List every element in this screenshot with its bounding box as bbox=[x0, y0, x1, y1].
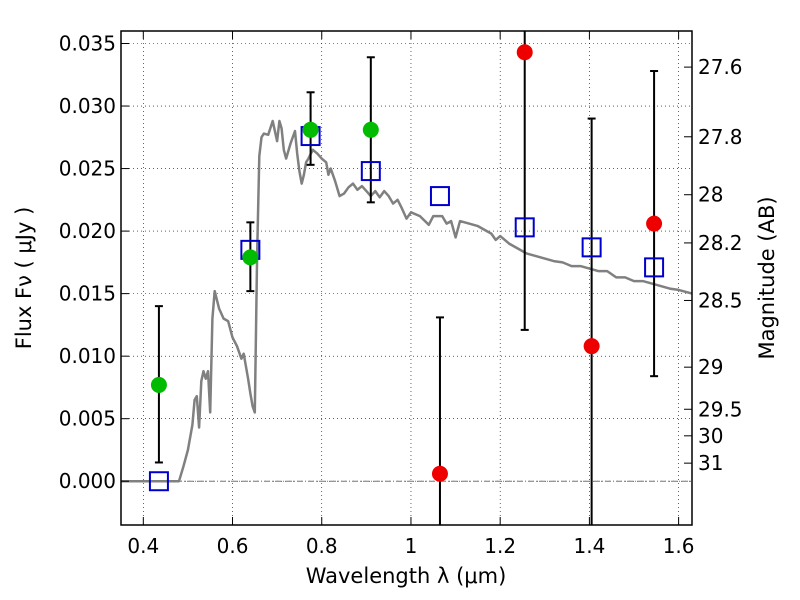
mag-tick-label: 27.6 bbox=[698, 55, 743, 79]
y-tick-label: 0.010 bbox=[59, 344, 116, 368]
y-axis-label-left: Flux Fν ( μJy ) bbox=[12, 207, 36, 350]
mag-tick-label: 28.5 bbox=[698, 288, 743, 312]
x-axis-label: Wavelength λ (μm) bbox=[306, 564, 507, 588]
y-tick-label: 0.030 bbox=[59, 94, 116, 118]
x-tick-label: 0.4 bbox=[127, 534, 159, 558]
x-tick-label: 0.6 bbox=[217, 534, 249, 558]
y-tick-label: 0.035 bbox=[59, 32, 116, 56]
y-tick-label: 0.020 bbox=[59, 219, 116, 243]
mag-tick-label: 31 bbox=[698, 451, 723, 475]
axes-ticks: 0.4 0.6 0.8 1 1.2 1.4 1.6 0.000 0.005 0.010 0.015 0… bbox=[59, 31, 743, 558]
x-tick-label: 1.4 bbox=[573, 534, 605, 558]
model-point bbox=[429, 186, 450, 207]
detection-point bbox=[242, 249, 259, 266]
y-tick-label: 0.015 bbox=[59, 282, 116, 306]
grid bbox=[121, 31, 692, 525]
x-tick-label: 1.2 bbox=[484, 534, 516, 558]
nondetection-point bbox=[583, 338, 600, 355]
model-point bbox=[581, 237, 602, 258]
detection-point bbox=[362, 121, 379, 138]
nondetection-point bbox=[516, 44, 533, 61]
plot-frame bbox=[120, 30, 693, 526]
mag-tick-label: 29.5 bbox=[698, 397, 743, 421]
mag-tick-label: 28.2 bbox=[698, 231, 743, 255]
mag-tick-label: 30 bbox=[698, 424, 723, 448]
nondetection-point bbox=[646, 215, 663, 232]
detection-point bbox=[302, 121, 319, 138]
y-axis-label-right: Magnitude (AB) bbox=[755, 196, 779, 359]
plot-area bbox=[121, 31, 692, 525]
model-point bbox=[148, 471, 169, 492]
x-tick-label: 1 bbox=[405, 534, 418, 558]
x-tick-label: 0.8 bbox=[306, 534, 338, 558]
nondetection-point bbox=[431, 465, 448, 482]
detection-point bbox=[150, 376, 167, 393]
model-point bbox=[360, 161, 381, 182]
mag-tick-label: 28 bbox=[698, 183, 723, 207]
mag-tick-label: 29 bbox=[698, 355, 723, 379]
y-tick-label: 0.000 bbox=[59, 469, 116, 493]
y-tick-label: 0.025 bbox=[59, 157, 116, 181]
y-tick-label: 0.005 bbox=[59, 407, 116, 431]
x-tick-label: 1.6 bbox=[663, 534, 695, 558]
sed-curve bbox=[121, 119, 692, 483]
model-point bbox=[514, 217, 535, 238]
model-point bbox=[644, 257, 665, 278]
mag-tick-label: 27.8 bbox=[698, 125, 743, 149]
